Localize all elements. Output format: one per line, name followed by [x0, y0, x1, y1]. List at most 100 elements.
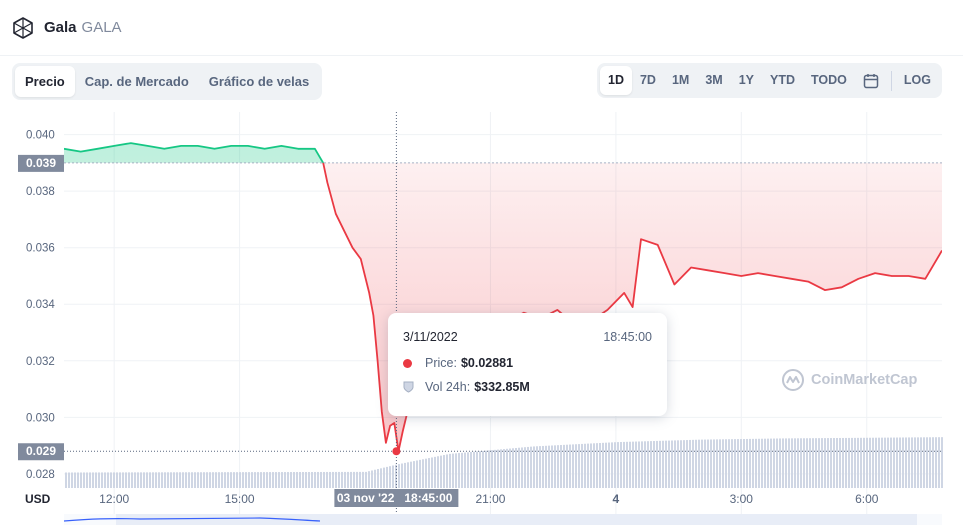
volume-bar — [374, 469, 376, 488]
volume-bar — [305, 472, 307, 488]
volume-bar — [185, 472, 187, 488]
x-tick-label: 15:00 — [225, 492, 255, 506]
volume-bar — [443, 455, 445, 488]
range-all[interactable]: TODO — [811, 73, 847, 87]
volume-bar — [716, 439, 718, 488]
volume-bar — [320, 471, 322, 488]
chart-overlay: 0.039 0.029 03 nov '22 18:45:00 — [18, 112, 942, 525]
tooltip-date: 3/11/2022 — [403, 330, 458, 344]
hover-price-label: 0.029 — [26, 444, 56, 458]
volume-bar — [488, 450, 490, 488]
volume-bar — [671, 440, 673, 488]
volume-bar — [884, 437, 886, 488]
volume-bar — [629, 441, 631, 488]
volume-bar — [467, 452, 469, 488]
volume-bar — [815, 438, 817, 488]
volume-bar — [260, 472, 262, 488]
volume-bar — [875, 437, 877, 488]
range-1m[interactable]: 1M — [671, 73, 690, 87]
volume-bar — [899, 437, 901, 488]
volume-bar — [353, 471, 355, 488]
volume-bar — [131, 472, 133, 488]
volume-bar — [338, 471, 340, 488]
volume-bar — [812, 438, 814, 488]
volume-bar — [683, 440, 685, 488]
volume-bar — [839, 437, 841, 488]
volume-bar — [869, 437, 871, 488]
volume-bar — [77, 472, 79, 488]
volume-bar — [566, 444, 568, 488]
chart-tooltip: 3/11/2022 18:45:00 Price: $0.02881 Vol 2… — [388, 313, 667, 416]
volume-bar — [647, 441, 649, 488]
range-ytd[interactable]: YTD — [770, 73, 796, 87]
volume-bar — [470, 452, 472, 488]
volume-bar — [665, 440, 667, 488]
volume-bar — [308, 471, 310, 488]
volume-bar — [764, 438, 766, 488]
volume-bar — [641, 441, 643, 488]
range-7d[interactable]: 7D — [639, 73, 656, 87]
volume-bar — [281, 472, 283, 488]
x-tick-label: 6:00 — [855, 492, 879, 506]
volume-bar — [125, 472, 127, 488]
volume-bar — [113, 472, 115, 488]
volume-bar — [494, 449, 496, 488]
hover-time-label: 18:45:00 — [404, 491, 452, 505]
volume-bar — [395, 464, 397, 488]
volume-bar — [269, 472, 271, 488]
volume-bar — [776, 438, 778, 488]
volume-bar — [836, 438, 838, 488]
volume-bar — [311, 471, 313, 488]
volume-bar — [200, 472, 202, 488]
volume-bar — [137, 472, 139, 488]
volume-bar — [239, 472, 241, 488]
volume-bar — [506, 448, 508, 488]
volume-bar — [440, 455, 442, 488]
range-1y[interactable]: 1Y — [738, 73, 755, 87]
range-3m[interactable]: 3M — [705, 73, 723, 87]
volume-bar — [326, 471, 328, 488]
volume-bar — [299, 472, 301, 488]
volume-bar — [386, 466, 388, 488]
volume-bar — [746, 438, 748, 488]
volume-bar — [554, 445, 556, 488]
volume-bar — [158, 472, 160, 488]
volume-bar — [872, 437, 874, 488]
volume-bar — [146, 472, 148, 488]
volume-bar — [413, 461, 415, 488]
volume-bar — [896, 437, 898, 488]
tab-price[interactable]: Precio — [15, 66, 75, 97]
volume-bar — [737, 439, 739, 488]
volume-bar — [122, 472, 124, 488]
volume-bar — [572, 444, 574, 488]
volume-bar — [173, 472, 175, 488]
volume-bar — [692, 439, 694, 488]
volume-bar — [551, 445, 553, 488]
y-tick-label: 0.034 — [26, 299, 55, 311]
tab-market-cap[interactable]: Cap. de Mercado — [84, 74, 189, 89]
volume-bar — [167, 472, 169, 488]
volume-bar — [791, 438, 793, 488]
volume-bar — [626, 441, 628, 488]
hover-date-label: 03 nov '22 — [337, 491, 395, 505]
volume-bar — [350, 471, 352, 488]
log-scale-toggle[interactable]: LOG — [903, 73, 931, 87]
volume-bar — [335, 471, 337, 488]
x-tick-label: 3:00 — [730, 492, 754, 506]
calendar-icon[interactable] — [855, 66, 887, 95]
tab-candlestick[interactable]: Gráfico de velas — [208, 74, 310, 89]
volume-bar — [713, 439, 715, 488]
range-1d[interactable]: 1D — [600, 66, 632, 95]
volume-bar — [428, 458, 430, 488]
volume-bar — [464, 452, 466, 488]
volume-bar — [653, 441, 655, 488]
volume-bar — [329, 471, 331, 488]
volume-bar — [116, 472, 118, 488]
volume-bar — [863, 437, 865, 488]
volume-bar — [152, 472, 154, 488]
volume-bar — [233, 472, 235, 488]
volume-bar — [824, 438, 826, 488]
volume-bar — [818, 438, 820, 488]
volume-bar — [272, 472, 274, 488]
